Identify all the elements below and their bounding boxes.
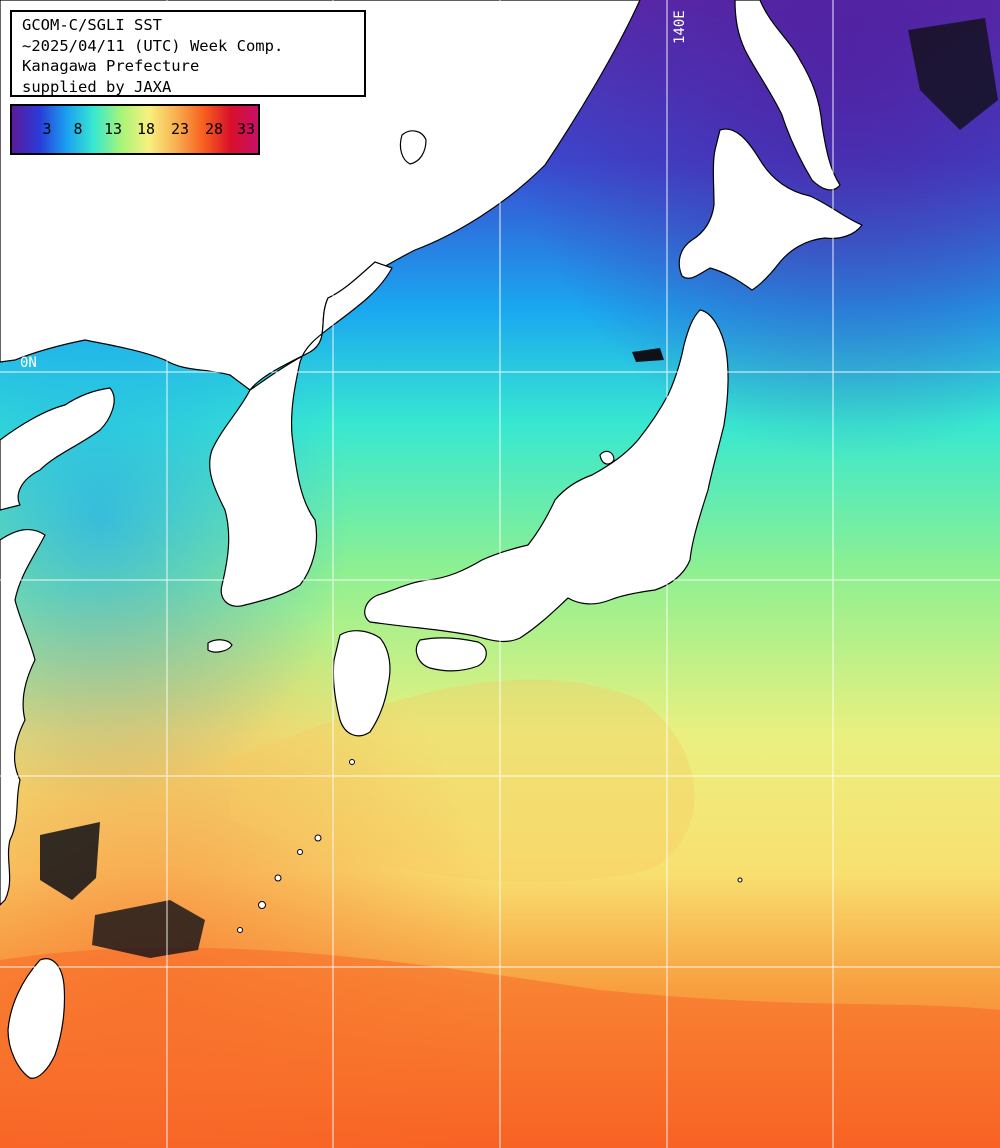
info-box: GCOM-C/SGLI SST ~2025/04/11 (UTC) Week C… <box>10 10 366 97</box>
land-jeju <box>207 639 233 653</box>
legend-label-23: 23 <box>170 120 190 138</box>
legend-label-28: 28 <box>204 120 224 138</box>
info-region: Kanagawa Prefecture <box>22 57 200 75</box>
legend-label-3: 3 <box>42 120 52 138</box>
land-china-coast <box>0 528 46 906</box>
island-chain-ryukyu <box>237 759 743 933</box>
land-asia-west <box>0 387 115 511</box>
land-korea <box>209 261 393 607</box>
land-masses <box>0 0 863 1079</box>
legend-label-13: 13 <box>103 120 123 138</box>
land-taiwan <box>7 958 66 1079</box>
sst-color-legend: 3 8 13 18 23 28 33 <box>10 104 260 155</box>
land-shikoku <box>415 637 487 672</box>
land-sakhalin <box>734 0 841 191</box>
legend-label-8: 8 <box>73 120 83 138</box>
land-hokkaido <box>678 128 863 291</box>
land-honshu <box>364 309 729 643</box>
land-kyushu <box>332 630 391 737</box>
legend-label-33: 33 <box>236 120 256 138</box>
info-product-title: GCOM-C/SGLI SST <box>22 16 162 34</box>
legend-label-18: 18 <box>136 120 156 138</box>
info-credit: supplied by JAXA <box>22 77 172 96</box>
grid-label-longitude: 140E <box>672 10 688 44</box>
land-island-north <box>399 130 427 165</box>
legend-color-bar <box>12 106 258 153</box>
info-date-composite: ~2025/04/11 (UTC) Week Comp. <box>22 36 284 55</box>
cloud-mask-areas <box>40 18 998 958</box>
grid-label-latitude: 0N <box>20 355 37 371</box>
land-island-sado <box>599 450 615 465</box>
